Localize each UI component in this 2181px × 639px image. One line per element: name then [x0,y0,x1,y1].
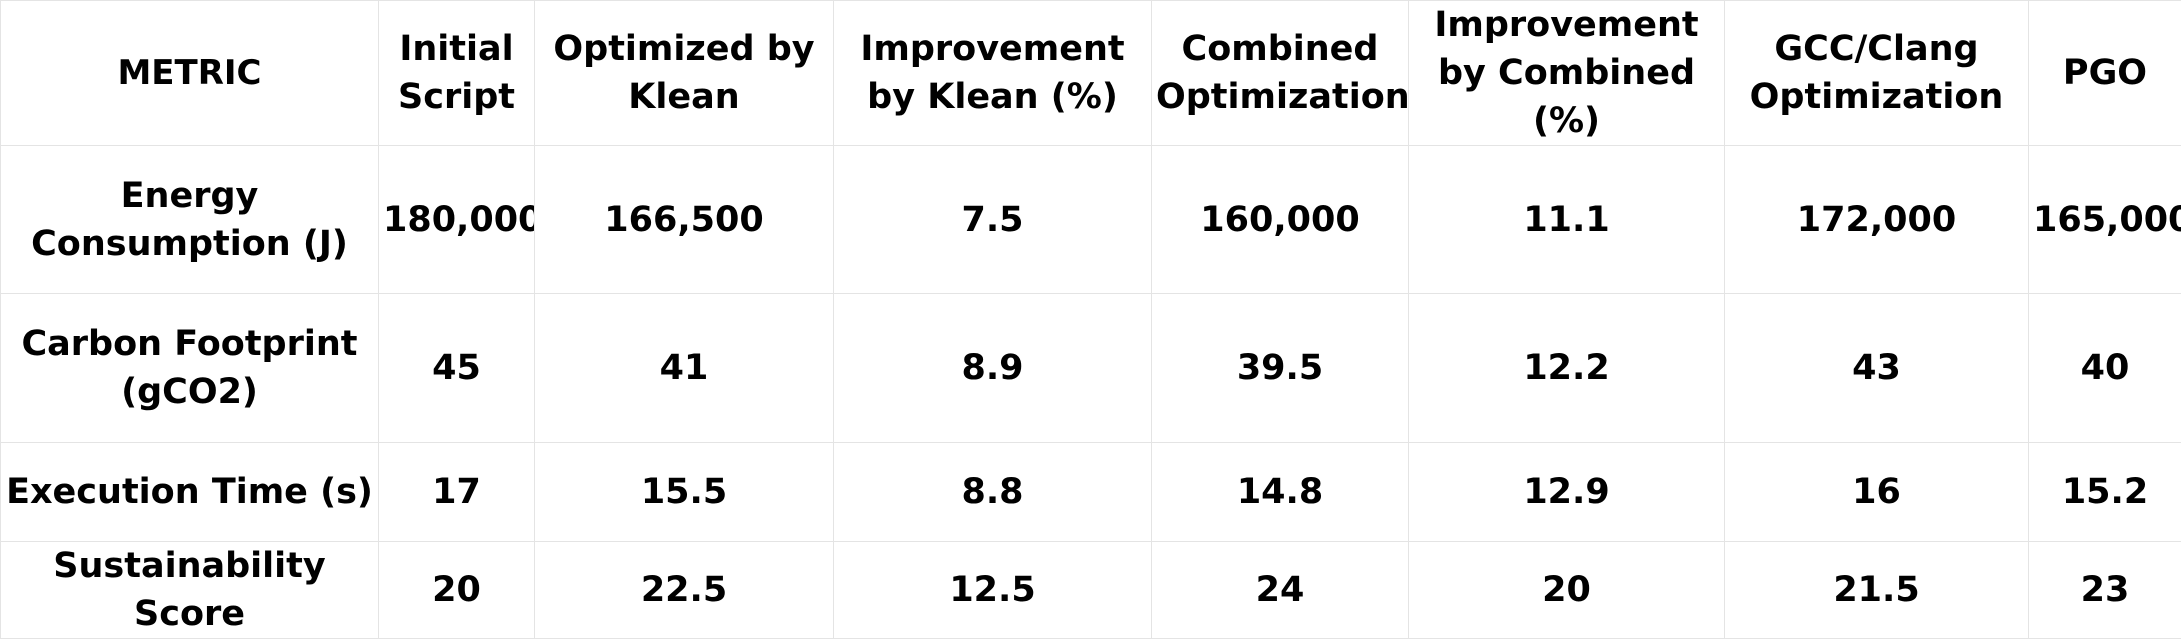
header-combined-optimization: Combined Optimization [1152,1,1409,146]
table-cell: 165,000 [2029,146,2181,294]
table-cell: 12.5 [834,542,1152,639]
header-metric: METRIC [1,1,379,146]
table-cell: 180,000 [379,146,535,294]
table-cell: 12.9 [1409,443,1725,542]
table-cell: 43 [1725,294,2029,443]
table-cell: 12.2 [1409,294,1725,443]
header-optimized-by-klean: Optimized by Klean [535,1,834,146]
table-cell: 40 [2029,294,2181,443]
table-row: Energy Consumption (J) 180,000 166,500 7… [1,146,2181,294]
table-cell: 24 [1152,542,1409,639]
row-metric-label: Sustainability Score [1,542,379,639]
row-metric-label: Execution Time (s) [1,443,379,542]
header-improvement-by-klean: Improvement by Klean (%) [834,1,1152,146]
header-row: METRIC Initial Script Optimized by Klean… [1,1,2181,146]
table-cell: 45 [379,294,535,443]
table-cell: 21.5 [1725,542,2029,639]
table-cell: 15.5 [535,443,834,542]
table-cell: 15.2 [2029,443,2181,542]
table-cell: 20 [379,542,535,639]
table-row: Sustainability Score 20 22.5 12.5 24 20 … [1,542,2181,639]
table-cell: 20 [1409,542,1725,639]
header-pgo: PGO [2029,1,2181,146]
header-gcc-clang-optimization: GCC/Clang Optimization [1725,1,2029,146]
row-metric-label: Carbon Footprint (gCO2) [1,294,379,443]
table-cell: 8.9 [834,294,1152,443]
row-metric-label: Energy Consumption (J) [1,146,379,294]
table-cell: 23 [2029,542,2181,639]
table-cell: 8.8 [834,443,1152,542]
table-cell: 41 [535,294,834,443]
table-cell: 166,500 [535,146,834,294]
table-cell: 7.5 [834,146,1152,294]
table-cell: 22.5 [535,542,834,639]
table-cell: 16 [1725,443,2029,542]
table-row: Execution Time (s) 17 15.5 8.8 14.8 12.9… [1,443,2181,542]
table-row: Carbon Footprint (gCO2) 45 41 8.9 39.5 1… [1,294,2181,443]
table-cell: 17 [379,443,535,542]
header-improvement-by-combined: Improvement by Combined (%) [1409,1,1725,146]
table-cell: 14.8 [1152,443,1409,542]
header-initial-script: Initial Script [379,1,535,146]
table-cell: 11.1 [1409,146,1725,294]
table-cell: 39.5 [1152,294,1409,443]
table-cell: 160,000 [1152,146,1409,294]
table-cell: 172,000 [1725,146,2029,294]
